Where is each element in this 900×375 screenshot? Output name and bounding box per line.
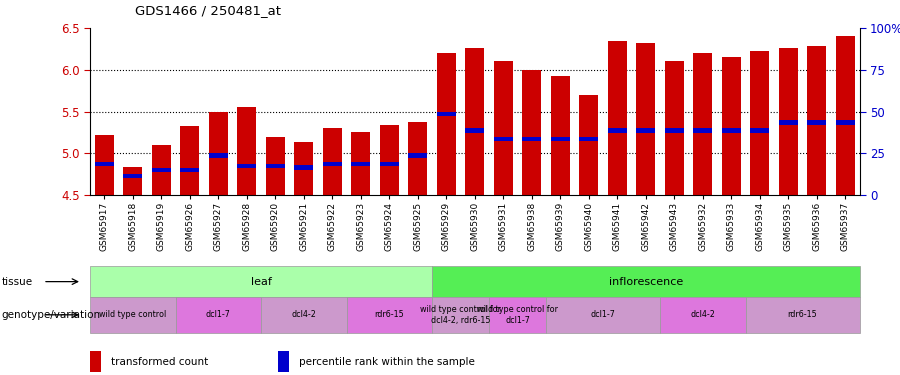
Bar bbox=[494, 137, 512, 141]
Text: percentile rank within the sample: percentile rank within the sample bbox=[299, 357, 475, 367]
Bar bbox=[660, 297, 745, 333]
Text: wild type control: wild type control bbox=[99, 310, 166, 320]
Bar bbox=[181, 168, 199, 172]
Bar bbox=[209, 153, 228, 158]
Bar bbox=[779, 48, 797, 195]
Bar bbox=[636, 129, 655, 133]
Bar bbox=[636, 43, 655, 195]
Bar bbox=[489, 297, 546, 333]
Bar bbox=[836, 36, 854, 195]
Bar bbox=[546, 297, 660, 333]
Bar bbox=[380, 162, 399, 166]
Bar bbox=[807, 46, 826, 195]
Bar bbox=[352, 132, 370, 195]
Text: dcl4-2: dcl4-2 bbox=[292, 310, 316, 320]
Bar bbox=[123, 174, 142, 178]
Bar bbox=[261, 297, 346, 333]
Bar bbox=[323, 162, 341, 166]
Bar bbox=[580, 137, 598, 141]
Bar bbox=[266, 136, 284, 195]
Bar bbox=[95, 135, 113, 195]
Text: dcl4-2: dcl4-2 bbox=[690, 310, 716, 320]
Bar bbox=[722, 129, 741, 133]
Text: rdr6-15: rdr6-15 bbox=[374, 310, 404, 320]
Bar bbox=[409, 153, 427, 158]
Bar bbox=[551, 137, 570, 141]
Bar bbox=[278, 351, 289, 372]
Bar bbox=[209, 112, 228, 195]
Bar bbox=[836, 120, 854, 125]
Bar bbox=[608, 129, 626, 133]
Bar bbox=[580, 95, 598, 195]
Bar bbox=[176, 297, 261, 333]
Bar bbox=[238, 107, 256, 195]
Text: transformed count: transformed count bbox=[111, 357, 208, 367]
Bar bbox=[432, 266, 860, 297]
Bar bbox=[465, 129, 484, 133]
Text: GDS1466 / 250481_at: GDS1466 / 250481_at bbox=[135, 4, 281, 17]
Bar bbox=[751, 51, 769, 195]
Bar bbox=[665, 129, 683, 133]
Bar bbox=[807, 120, 826, 125]
Bar bbox=[123, 168, 142, 195]
Bar bbox=[551, 76, 570, 195]
Bar bbox=[523, 70, 541, 195]
Text: dcl1-7: dcl1-7 bbox=[590, 310, 616, 320]
Bar bbox=[95, 162, 113, 166]
Bar bbox=[323, 128, 341, 195]
Bar bbox=[465, 48, 484, 195]
Text: dcl1-7: dcl1-7 bbox=[206, 310, 230, 320]
Text: wild type control for
dcl4-2, rdr6-15: wild type control for dcl4-2, rdr6-15 bbox=[420, 305, 501, 324]
Bar bbox=[694, 53, 712, 195]
Bar bbox=[346, 297, 432, 333]
Bar bbox=[409, 122, 427, 195]
Bar bbox=[152, 145, 170, 195]
Bar bbox=[751, 129, 769, 133]
Bar bbox=[294, 165, 313, 170]
Bar bbox=[779, 120, 797, 125]
Bar bbox=[380, 125, 399, 195]
Bar bbox=[90, 266, 432, 297]
Text: tissue: tissue bbox=[2, 277, 33, 286]
Bar bbox=[608, 40, 626, 195]
Bar bbox=[722, 57, 741, 195]
Bar bbox=[494, 61, 512, 195]
Text: genotype/variation: genotype/variation bbox=[2, 310, 101, 320]
Bar bbox=[437, 112, 455, 116]
Text: leaf: leaf bbox=[250, 277, 272, 286]
Text: wild type control for
dcl1-7: wild type control for dcl1-7 bbox=[477, 305, 558, 324]
Text: rdr6-15: rdr6-15 bbox=[788, 310, 817, 320]
Bar bbox=[294, 142, 313, 195]
Bar bbox=[90, 297, 176, 333]
Bar bbox=[432, 297, 489, 333]
Text: inflorescence: inflorescence bbox=[608, 277, 683, 286]
Bar bbox=[745, 297, 859, 333]
Bar bbox=[181, 126, 199, 195]
Bar bbox=[437, 53, 455, 195]
Bar bbox=[665, 61, 683, 195]
Bar bbox=[152, 168, 170, 172]
Bar bbox=[90, 351, 101, 372]
Bar bbox=[238, 164, 256, 168]
Bar bbox=[694, 129, 712, 133]
Bar bbox=[266, 164, 284, 168]
Bar bbox=[352, 162, 370, 166]
Bar bbox=[523, 137, 541, 141]
